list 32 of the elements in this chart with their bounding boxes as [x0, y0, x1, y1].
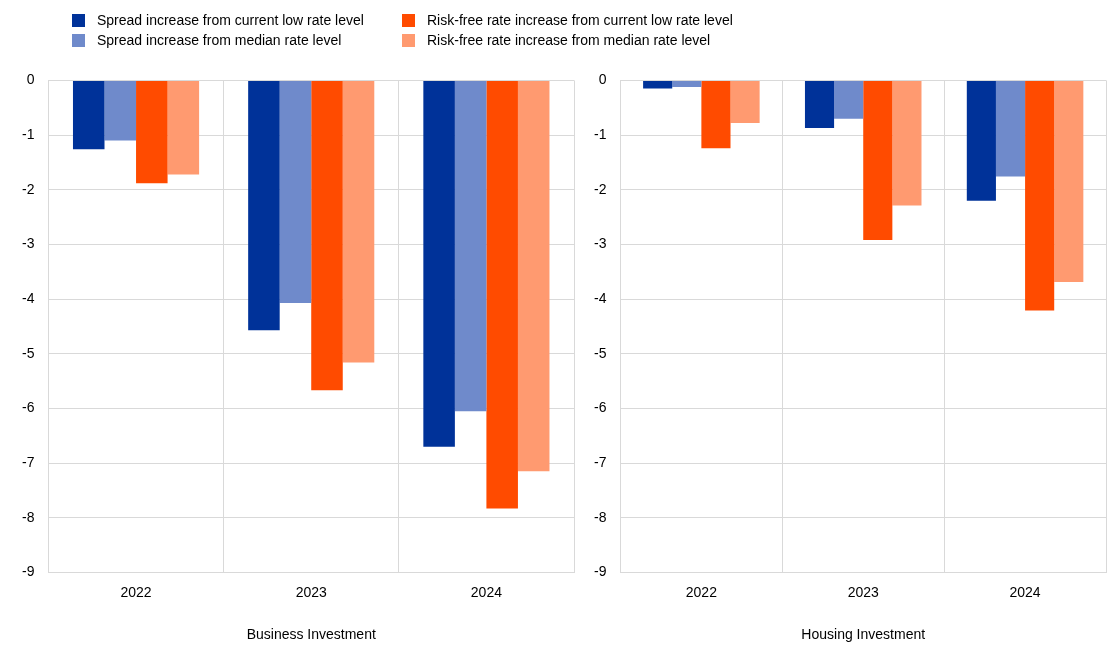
x-tick-label: 2023: [295, 583, 327, 600]
y-tick-label: -2: [594, 180, 607, 197]
y-tick-label: -5: [22, 344, 35, 361]
y-tick-label: -3: [22, 235, 35, 252]
x-axis-title: Housing Investment: [801, 626, 926, 643]
legend-label: Spread increase from current low rate level: [97, 12, 364, 28]
x-axis-title: Business Investment: [246, 626, 376, 643]
y-tick-label: -4: [22, 289, 35, 306]
legend-label: Spread increase from median rate level: [97, 32, 342, 48]
y-tick-label: -3: [594, 235, 607, 252]
y-tick-label: -9: [22, 563, 35, 580]
legend-label: Risk-free rate increase from current low rate level: [427, 12, 733, 28]
y-tick-label: -8: [22, 508, 35, 525]
y-tick-label: -6: [594, 399, 607, 416]
y-tick-label: -1: [22, 125, 35, 142]
x-tick-label: 2024: [1009, 583, 1041, 600]
y-tick-label: -6: [22, 399, 35, 416]
y-tick-label: -7: [22, 453, 35, 470]
x-tick-label: 2023: [847, 583, 879, 600]
y-tick-label: 0: [26, 71, 35, 88]
y-tick-label: -8: [594, 508, 607, 525]
y-tick-label: -1: [594, 125, 607, 142]
x-tick-label: 2022: [120, 583, 152, 600]
y-tick-label: -5: [594, 344, 607, 361]
legend-label: Risk-free rate increase from median rate level: [427, 32, 711, 48]
y-tick-label: -9: [594, 563, 607, 580]
x-tick-label: 2024: [470, 583, 503, 600]
y-tick-label: 0: [598, 71, 607, 88]
y-tick-label: -7: [594, 453, 607, 470]
y-tick-label: -4: [594, 289, 607, 306]
y-tick-label: -2: [22, 180, 35, 197]
x-tick-label: 2022: [685, 583, 718, 600]
